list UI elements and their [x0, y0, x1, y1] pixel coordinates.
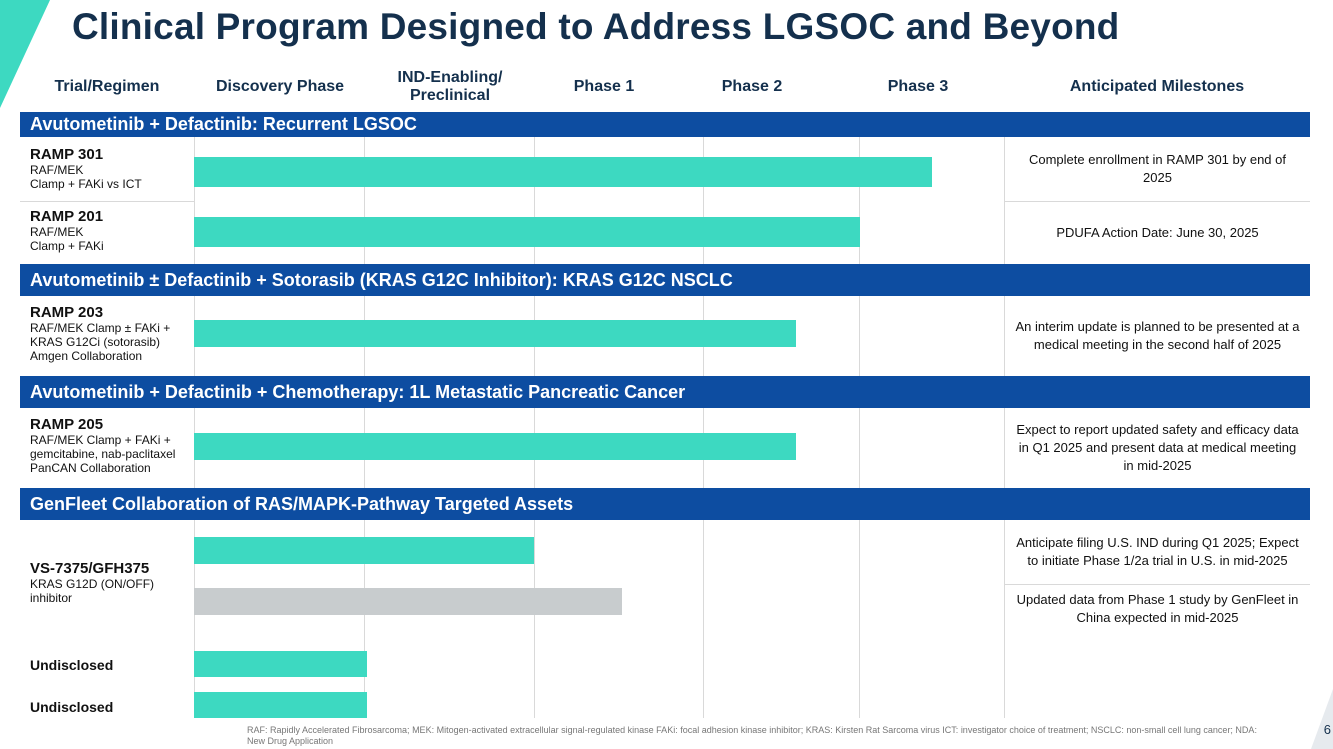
col-header-discovery: Discovery Phase — [215, 78, 345, 95]
corner-accent-bottom-right — [1311, 689, 1333, 749]
milestone-ramp205: Expect to report updated safety and effi… — [1004, 408, 1310, 488]
row-divider — [20, 201, 194, 202]
col-header-ind: IND-Enabling/ Preclinical — [397, 69, 503, 104]
milestone-empty — [1004, 634, 1310, 718]
grid-line — [703, 136, 704, 718]
section-band-lgsoc: Avutometinib + Defactinib: Recurrent LGS… — [20, 112, 1310, 137]
row-divider — [1004, 201, 1310, 202]
trial-desc: inhibitor — [30, 591, 73, 605]
col-header-phase3: Phase 3 — [887, 78, 949, 95]
progress-bar-vs7375-china — [194, 588, 622, 615]
progress-bar-ramp201 — [194, 217, 860, 247]
trial-undisclosed-1: Undisclosed — [20, 657, 194, 674]
trial-ramp205: RAMP 205 RAF/MEK Clamp + FAKi + gemcitab… — [20, 416, 194, 475]
trial-ramp201: RAMP 201 RAF/MEK Clamp + FAKi — [20, 208, 194, 253]
trial-desc: Clamp + FAKi vs ICT — [30, 177, 142, 191]
trial-undisclosed-2: Undisclosed — [20, 699, 194, 716]
trial-desc: RAF/MEK Clamp + FAKi + — [30, 433, 171, 447]
section-band-genfleet: GenFleet Collaboration of RAS/MAPK-Pathw… — [20, 488, 1310, 520]
row-divider — [1004, 584, 1310, 585]
slide-title: Clinical Program Designed to Address LGS… — [72, 6, 1120, 47]
page-number: 6 — [1323, 722, 1331, 737]
trial-name: RAMP 201 — [30, 208, 104, 225]
footnote: RAF: Rapidly Accelerated Fibrosarcoma; M… — [247, 725, 1257, 746]
trial-desc: RAF/MEK — [30, 163, 84, 177]
trial-desc: RAF/MEK — [30, 225, 84, 239]
trial-desc: Amgen Collaboration — [30, 349, 143, 363]
grid-line — [194, 136, 195, 718]
progress-bar-ramp205 — [194, 433, 796, 460]
trial-desc: KRAS G12Ci (sotorasib) — [30, 335, 161, 349]
col-header-phase1: Phase 1 — [573, 78, 635, 95]
trial-name: Undisclosed — [30, 657, 114, 673]
milestone-vs7375-china: Updated data from Phase 1 study by GenFl… — [1004, 584, 1310, 634]
col-header-phase2: Phase 2 — [721, 78, 783, 95]
progress-bar-undisclosed-2 — [194, 692, 367, 718]
trial-desc: PanCAN Collaboration — [30, 461, 151, 475]
trial-name: VS-7375/GFH375 — [30, 560, 150, 577]
progress-bar-ramp203 — [194, 320, 796, 347]
section-band-pancreatic: Avutometinib + Defactinib + Chemotherapy… — [20, 376, 1310, 408]
col-header-trial: Trial/Regimen — [54, 78, 160, 95]
section-band-nsclc: Avutometinib ± Defactinib + Sotorasib (K… — [20, 264, 1310, 296]
trial-ramp203: RAMP 203 RAF/MEK Clamp ± FAKi + KRAS G12… — [20, 304, 194, 363]
trial-desc: Clamp + FAKi — [30, 239, 104, 253]
progress-bar-ramp301 — [194, 157, 932, 187]
trial-ramp301: RAMP 301 RAF/MEK Clamp + FAKi vs ICT — [20, 146, 194, 191]
trial-vs7375: VS-7375/GFH375 KRAS G12D (ON/OFF) inhibi… — [20, 560, 194, 605]
milestone-ramp201: PDUFA Action Date: June 30, 2025 — [1004, 201, 1310, 264]
milestone-ramp301: Complete enrollment in RAMP 301 by end o… — [1004, 137, 1310, 201]
milestone-ramp203: An interim update is planned to be prese… — [1004, 296, 1310, 376]
grid-line — [364, 136, 365, 718]
col-header-milestones: Anticipated Milestones — [1069, 78, 1245, 95]
corner-accent-top-left — [0, 0, 50, 108]
trial-name: RAMP 301 — [30, 146, 104, 163]
progress-bar-undisclosed-1 — [194, 651, 367, 677]
trial-name: RAMP 205 — [30, 416, 104, 433]
grid-line — [534, 136, 535, 718]
trial-name: Undisclosed — [30, 699, 114, 715]
progress-bar-vs7375-us — [194, 537, 534, 564]
trial-desc: gemcitabine, nab-paclitaxel — [30, 447, 176, 461]
trial-name: RAMP 203 — [30, 304, 104, 321]
trial-desc: RAF/MEK Clamp ± FAKi + — [30, 321, 171, 335]
trial-desc: KRAS G12D (ON/OFF) — [30, 577, 155, 591]
milestone-vs7375-us: Anticipate filing U.S. IND during Q1 202… — [1004, 520, 1310, 584]
grid-line — [859, 136, 860, 718]
